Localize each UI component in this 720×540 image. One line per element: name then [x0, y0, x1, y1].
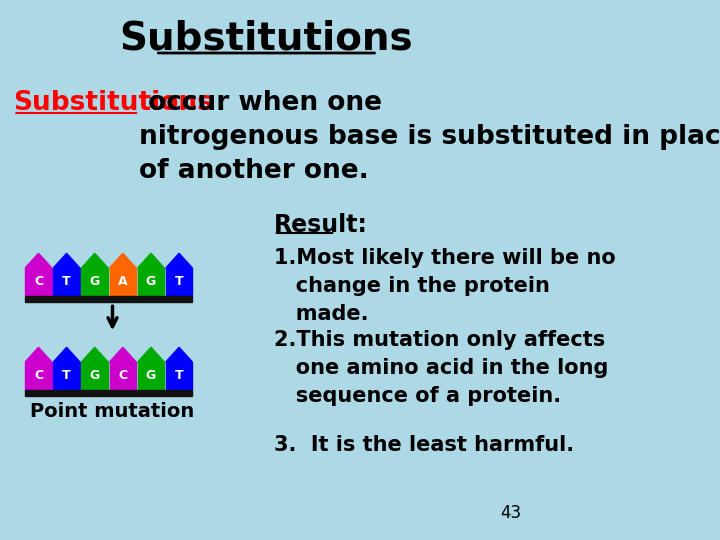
Text: Result:: Result: [274, 213, 368, 237]
Text: 3.  It is the least harmful.: 3. It is the least harmful. [274, 435, 574, 455]
Text: T: T [175, 369, 184, 382]
Polygon shape [138, 253, 164, 268]
Bar [138, 362, 164, 389]
Polygon shape [109, 253, 136, 268]
Polygon shape [166, 347, 192, 362]
Bar [53, 362, 80, 389]
Text: 2.This mutation only affects
   one amino acid in the long
   sequence of a prot: 2.This mutation only affects one amino a… [274, 330, 608, 406]
Bar [25, 362, 52, 389]
Bar [81, 268, 108, 295]
Text: 1.Most likely there will be no
   change in the protein
   made.: 1.Most likely there will be no change in… [274, 248, 616, 324]
Text: Substitutions: Substitutions [120, 19, 413, 57]
Polygon shape [53, 347, 80, 362]
Polygon shape [81, 347, 108, 362]
Bar [53, 268, 80, 295]
Polygon shape [109, 347, 136, 362]
Bar [81, 362, 108, 389]
Text: C: C [34, 275, 43, 288]
Polygon shape [81, 253, 108, 268]
Polygon shape [166, 253, 192, 268]
Bar [25, 296, 192, 302]
Bar [109, 268, 136, 295]
Bar [166, 362, 192, 389]
Text: G: G [146, 369, 156, 382]
Text: C: C [34, 369, 43, 382]
Text: occur when one
nitrogenous base is substituted in place
of another one.: occur when one nitrogenous base is subst… [139, 90, 720, 184]
Text: G: G [89, 275, 100, 288]
Text: 43: 43 [500, 504, 522, 522]
Bar [109, 362, 136, 389]
Text: Point mutation: Point mutation [30, 402, 194, 421]
Text: G: G [89, 369, 100, 382]
Bar [166, 268, 192, 295]
Polygon shape [53, 253, 80, 268]
Polygon shape [25, 347, 52, 362]
Text: T: T [63, 369, 71, 382]
Text: C: C [118, 369, 127, 382]
Polygon shape [138, 347, 164, 362]
Text: A: A [118, 275, 127, 288]
Text: G: G [146, 275, 156, 288]
Bar [25, 268, 52, 295]
Polygon shape [25, 253, 52, 268]
Text: Substitutions: Substitutions [14, 90, 213, 116]
Text: T: T [63, 275, 71, 288]
Bar [138, 268, 164, 295]
Text: T: T [175, 275, 184, 288]
Bar [25, 390, 192, 396]
